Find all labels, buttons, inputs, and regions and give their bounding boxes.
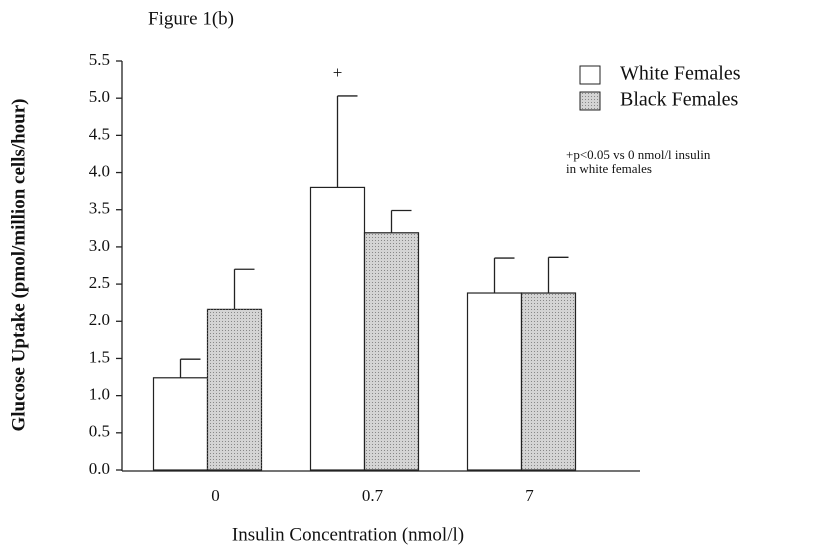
y-tick-label: 0.5 — [89, 422, 110, 441]
bar — [363, 232, 420, 471]
y-tick-label: 1.5 — [89, 347, 110, 366]
legend-label: White Females — [620, 63, 741, 85]
note: in white females — [566, 161, 652, 176]
y-tick-label: 0.0 — [89, 459, 110, 478]
note: +p<0.05 vs 0 nmol/l insulin — [566, 147, 711, 162]
y-tick-label: 5.5 — [89, 50, 110, 69]
y-tick-label: 2.0 — [89, 310, 110, 329]
x-tick-label: 0.7 — [362, 486, 384, 505]
x-tick-label: 0 — [211, 486, 220, 505]
bar — [206, 308, 263, 471]
x-axis-label: Insulin Concentration (nmol/l) — [232, 524, 464, 545]
y-axis-label: Glucose Uptake (pmol/million cells/hour) — [8, 98, 29, 431]
y-tick-label: 4.0 — [89, 161, 110, 180]
bar — [520, 292, 577, 471]
y-tick-label: 3.5 — [89, 199, 110, 218]
annotation: + — [333, 63, 343, 82]
legend-label: Black Females — [620, 89, 739, 111]
legend-swatch — [579, 65, 601, 85]
x-tick-label: 7 — [525, 486, 534, 505]
bar — [466, 292, 523, 471]
bar — [152, 377, 209, 471]
chart-title: Figure 1(b) — [148, 8, 234, 29]
bar — [309, 186, 366, 471]
y-tick-label: 2.5 — [89, 273, 110, 292]
y-tick-label: 1.0 — [89, 385, 110, 404]
y-tick-label: 4.5 — [89, 124, 110, 143]
y-tick-label: 3.0 — [89, 236, 110, 255]
legend-swatch-texture — [580, 92, 600, 110]
y-tick-label: 5.0 — [89, 87, 110, 106]
